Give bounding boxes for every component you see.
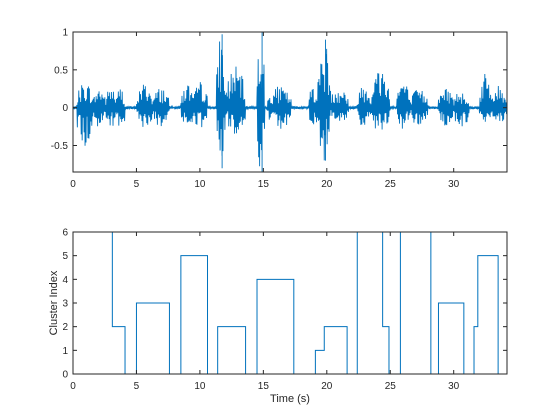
- cluster-y-tick-label: 2: [62, 322, 68, 333]
- cluster-y-ticks: 0 1 2 3 4 5 6: [62, 228, 507, 381]
- waveform-y-tick-label: 0.5: [54, 65, 68, 76]
- waveform-x-tick-label: 10: [194, 179, 206, 190]
- cluster-x-tick-label: 15: [258, 381, 270, 392]
- cluster-x-tick-label: 0: [70, 381, 76, 392]
- cluster-x-axis-label: Time (s): [270, 393, 310, 405]
- waveform-axes: 0 5 10 15 20 25 30 -0.5 0 0.5 1: [51, 28, 508, 190]
- cluster-x-tick-label: 10: [194, 381, 206, 392]
- cluster-axes: 0 5 10 15 20 25 30 0 1 2 3 4 5 6 Time (s) Cluster In…: [48, 228, 508, 405]
- waveform-x-tick-label: 0: [70, 179, 76, 190]
- waveform-y-tick-label: 1: [62, 28, 68, 39]
- waveform-x-tick-label: 30: [448, 179, 460, 190]
- cluster-step-line: [73, 231, 507, 375]
- waveform-x-ticks: 0 5 10 15 20 25 30: [70, 32, 460, 190]
- cluster-y-tick-label: 1: [62, 346, 68, 357]
- waveform-y-tick-label: -0.5: [51, 141, 69, 152]
- waveform-axes-box: [72, 31, 508, 173]
- cluster-x-tick-label: 25: [385, 381, 397, 392]
- cluster-x-tick-label: 20: [321, 381, 333, 392]
- cluster-x-tick-label: 5: [134, 381, 140, 392]
- cluster-y-axis-label: Cluster Index: [48, 270, 60, 335]
- cluster-y-tick-label: 4: [62, 275, 68, 286]
- cluster-x-ticks: 0 5 10 15 20 25 30: [70, 232, 460, 392]
- cluster-x-tick-label: 30: [448, 381, 460, 392]
- waveform-line: [72, 32, 508, 172]
- waveform-x-tick-label: 15: [258, 179, 270, 190]
- waveform-x-tick-label: 20: [321, 179, 333, 190]
- waveform-trace: [72, 32, 508, 172]
- waveform-y-ticks: -0.5 0 0.5 1: [51, 28, 507, 152]
- cluster-y-tick-label: 0: [62, 370, 68, 381]
- cluster-y-tick-label: 5: [62, 251, 68, 262]
- cluster-y-tick-label: 6: [62, 228, 68, 239]
- cluster-step-trace: [73, 231, 507, 375]
- waveform-x-tick-label: 25: [385, 179, 397, 190]
- waveform-x-tick-label: 5: [134, 179, 140, 190]
- cluster-y-tick-label: 3: [62, 299, 68, 310]
- waveform-y-tick-label: 0: [62, 103, 68, 114]
